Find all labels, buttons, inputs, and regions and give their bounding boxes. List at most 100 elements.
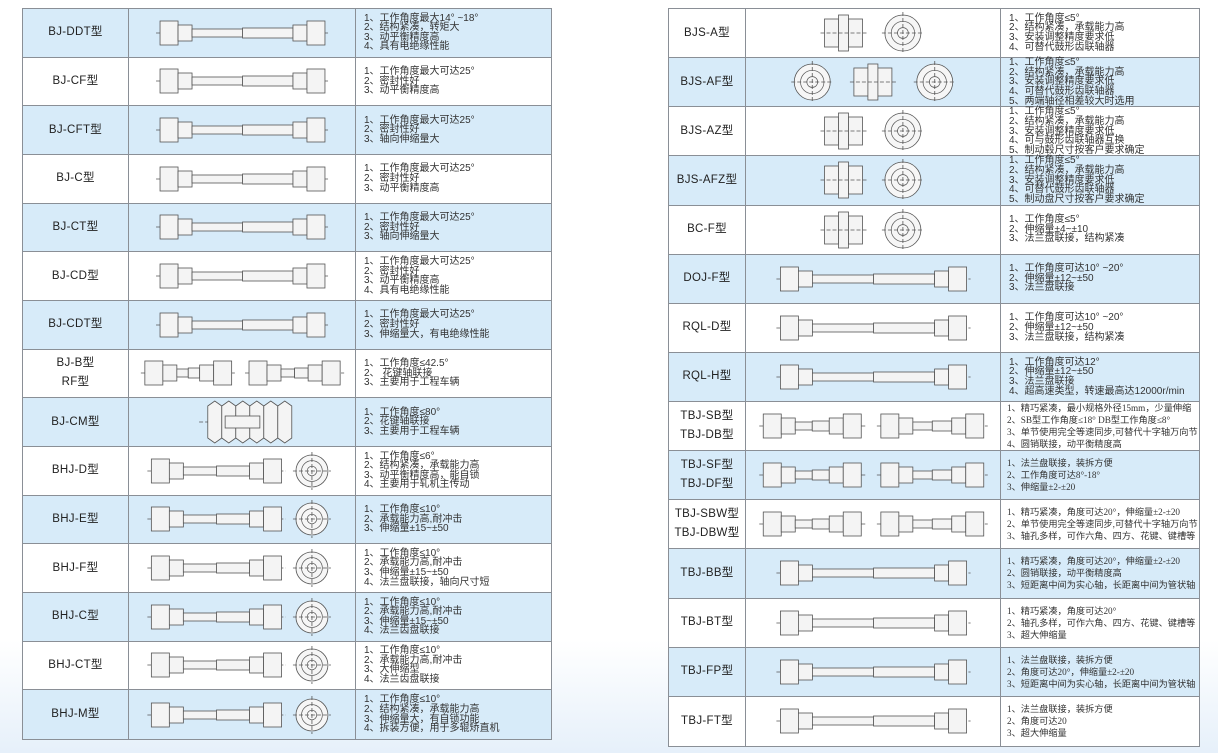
feature-item: 3、短距离中间为实心轴，长距离中间为管状轴 [1007,678,1196,689]
drum-circle-icon [820,159,924,202]
feature-item: 4、具有电绝缘性能 [364,41,450,53]
feature-item: 1、精巧紧凑，角度可达20°，伸缩量±2-±20 [1007,507,1181,518]
model-label: BJ-CD型 [51,269,100,282]
feature-item: 2、结构紧凑，承载能力高 [364,460,480,472]
model-label: RQL-D型 [682,321,732,334]
circle-drum-circle-icon [790,61,956,104]
shaft-circle-icon [146,500,331,539]
feature-item: 2、承载能力高,耐冲击 [364,606,463,618]
model-name: BHJ-C型 [23,592,129,641]
feature-item: 3、轴孔多样，可作六角、四方、花键、键槽等 [1007,531,1196,542]
feature-item: 2、花键轴联接 [364,416,430,428]
model-name: BJ-CFT型 [23,106,129,154]
feature-item: 3、单节使用完全等速同步,可替代十字轴万向节 [1007,427,1198,438]
product-drawing [129,300,356,349]
table-row: BJS-AZ型 1、工作角度≤5° 2、结构紧凑，承载能力高 3、安装调整精度要求低 4… [669,107,1199,157]
feature-list: 1、工作角度≤80° 2、花键轴联接 3、主要用于工程车辆 [356,398,551,446]
feature-list: 1、法兰盘联接，装拆方便 2、工作角度可达8°-18° 3、伸缩量±2-±20 [1001,451,1199,499]
feature-item: 3、伸缩量±2-±20 [1007,482,1076,493]
shaft-icon [775,266,971,292]
feature-item: 1、工作角度≤80° [364,406,441,418]
model-name: TBJ-BB型 [669,549,746,598]
feature-item: 1、工作角度最大可达25° [364,212,475,224]
model-label: BJ-B型 [56,357,95,370]
model-label: BJ-CM型 [51,415,100,428]
product-drawing [129,592,356,641]
feature-item: 2、密封性好 [364,318,420,330]
model-label: BHJ-F型 [52,561,99,574]
feature-item: 3、主要用于工程车辆 [364,425,460,437]
feature-item: 1、工作角度≤10° [364,694,441,706]
model-name: BHJ-D型 [23,446,129,495]
model-label: BJ-CT型 [52,220,99,233]
model-name: BJ-C型 [23,154,129,203]
product-drawing [129,446,356,495]
feature-item: 4、法兰齿盘联接 [364,625,440,637]
table-row: BJ-CD型 1、工作角度最大可达25° 2、密封性好 3、动平衡精度高 4、具有电绝缘… [23,252,551,301]
feature-item: 3、安装调整精度要求低 [1009,32,1115,44]
model-name: BHJ-F型 [23,544,129,592]
model-name: BC-F型 [669,205,746,254]
product-drawing [129,544,356,592]
feature-item: 2、角度可达20 [1007,716,1067,727]
product-drawing [746,303,1001,352]
feature-item: 2、伸缩量±12~±50 [1009,272,1094,284]
product-drawing [129,690,356,739]
feature-item: 2、密封性好 [364,173,420,184]
model-name: TBJ-FT型 [669,696,746,746]
shaft-icon [775,364,971,390]
feature-item: 2、密封性好 [364,265,420,277]
model-label: BJS-AZ型 [680,124,734,137]
model-name: BJS-AZ型 [669,107,746,156]
feature-list: 1、法兰盘联接，装拆方便 2、角度可达20°，伸缩量±2-±20 3、短距离中间为实… [1001,648,1199,696]
feature-item: 3、超大伸缩量 [1007,629,1067,640]
left-product-table: BJ-DDT型 1、工作角度最大14° ~18° 2、结构紧凑，转矩大 3、动平衡精度… [22,8,552,740]
model-label: BJS-A型 [684,26,730,39]
feature-item: 3、法兰盘联接 [1009,282,1075,294]
product-drawing [746,58,1001,107]
model-name: BJS-AFZ型 [669,156,746,205]
feature-item: 1、工作角度最大14° ~18° [364,12,479,24]
product-drawing [746,451,1001,500]
product-drawing [746,598,1001,647]
shaft-icon [775,659,971,685]
shaft-icon [775,610,971,635]
feature-list: 1、工作角度最大可达25° 2、密封性好 3、动平衡精度高 4、具有电绝缘性能 [356,252,551,300]
model-name: BJ-CF型 [23,57,129,106]
feature-list: 1、工作角度≤5° 2、伸缩量±4~±10 3、法兰盘联接，结构紧凑 [1001,206,1199,254]
feature-item: 5、制动盘尺寸按客户要求确定 [1009,193,1145,205]
product-drawing [129,203,356,252]
product-drawing [129,106,356,154]
model-name: RQL-H型 [669,352,746,401]
product-drawing [746,352,1001,401]
feature-item: 3、法兰盘联接，结构紧凑 [1009,233,1125,245]
feature-item: 2、结构紧凑，承载能力高 [1009,165,1125,177]
product-drawing [746,156,1001,205]
model-label: BJ-CF型 [52,74,99,87]
table-row: BJS-A型 1、工作角度≤5° 2、结构紧凑，承载能力高 3、安装调整精度要求低 4、… [669,9,1199,59]
model-name: TBJ-BT型 [669,598,746,647]
feature-item: 4、可替代鼓形齿联轴器 [1009,41,1115,53]
table-row: BHJ-C型 1、工作角度≤10° 2、承载能力高,耐冲击 3、伸缩量±15~±50 4… [23,592,551,642]
feature-item: 3、超大伸缩量 [1007,728,1067,739]
pair-icon [758,511,988,537]
drum-circle-icon [820,110,924,153]
feature-item: 2、结构紧凑，承载能力高 [364,703,480,715]
feature-list: 1、工作角度≤10° 2、承载能力高,耐冲击 3、大伸缩型 4、法兰齿盘联接 [356,642,551,690]
feature-item: 1、工作角度≤10° [364,547,441,559]
shaft-icon [775,561,971,586]
product-drawing [129,9,356,57]
feature-list: 1、法兰盘联接，装拆方便 2、角度可达20 3、超大伸缩量 [1001,697,1199,746]
feature-item: 2、结构紧凑，承载能力高 [1009,66,1125,78]
feature-item: 5、两端轴径相差较大时选用 [1009,95,1135,107]
feature-item: 1、精巧紧凑，最小规格外径15mm，少量伸缩 [1007,403,1192,414]
feature-item: 4、可替代鼓形齿联轴器 [1009,85,1115,97]
feature-item: 2、角度可达20°，伸缩量±2-±20 [1007,666,1135,677]
product-drawing [746,647,1001,696]
right-product-table: BJS-A型 1、工作角度≤5° 2、结构紧凑，承载能力高 3、安装调整精度要求低 4、… [668,8,1200,747]
product-drawing [129,495,356,544]
table-row: BJS-AFZ型 1、工作角度≤5° 2、结构紧凑，承载能力高 3、安装调整精度要求低… [669,156,1199,206]
feature-list: 1、工作角度最大可达25° 2、密封性好 3、轴向伸缩量大 [356,106,551,154]
feature-item: 4、可替代鼓形齿联轴器 [1009,184,1115,196]
model-label: BC-F型 [687,223,727,236]
